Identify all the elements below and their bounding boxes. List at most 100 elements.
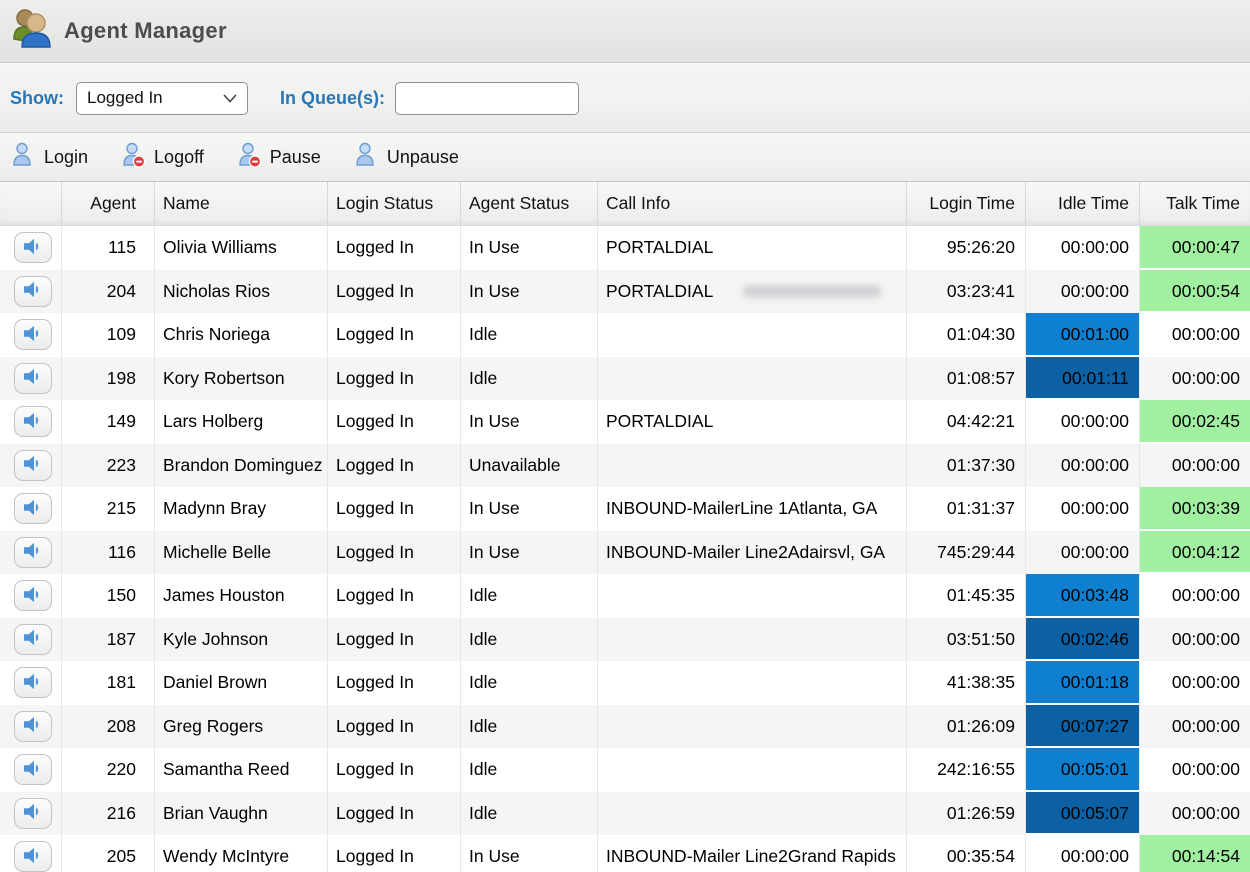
table-row[interactable]: 109 Chris Noriega Logged In Idle 01:04:30 00:… xyxy=(0,313,1250,357)
speaker-button[interactable] xyxy=(13,232,52,264)
talk-time-cell: 00:00:00 xyxy=(1140,748,1250,792)
unpause-button[interactable]: Unpause xyxy=(355,142,459,173)
idle-time-value: 00:00:00 xyxy=(1060,454,1129,475)
agent-status-cell: In Use xyxy=(461,530,598,574)
table-row[interactable]: 149 Lars Holberg Logged In In Use PORTALDIAL… xyxy=(0,400,1250,444)
table-row[interactable]: 150 James Houston Logged In Idle 01:45:35 00:… xyxy=(0,574,1250,618)
login-status-cell: Logged In xyxy=(328,530,461,574)
speaker-button[interactable] xyxy=(13,275,52,307)
talk-time-cell: 00:14:54 xyxy=(1140,835,1250,872)
person-minus-icon xyxy=(122,142,146,173)
column-header-agent[interactable]: Agent xyxy=(62,182,155,225)
agent-status-cell: Idle xyxy=(461,356,598,400)
name-cell: Chris Noriega xyxy=(155,313,328,357)
agent-value: 149 xyxy=(106,411,136,432)
table-row[interactable]: 116 Michelle Belle Logged In In Use INBOUND-… xyxy=(0,530,1250,574)
listen-cell xyxy=(0,356,62,400)
name-cell: Samantha Reed xyxy=(155,748,328,792)
column-header-agent_status[interactable]: Agent Status xyxy=(461,182,598,225)
talk-time-cell: 00:00:00 xyxy=(1140,705,1250,749)
idle-time-value: 00:01:00 xyxy=(1060,324,1129,345)
listen-cell xyxy=(0,226,62,270)
table-row[interactable]: 205 Wendy McIntyre Logged In In Use INBOUND-… xyxy=(0,835,1250,872)
speaker-button[interactable] xyxy=(13,754,52,786)
idle-time-value: 00:00:00 xyxy=(1060,411,1129,432)
speaker-button[interactable] xyxy=(13,493,52,525)
agent-status-cell: Idle xyxy=(461,313,598,357)
agent-value: 116 xyxy=(108,541,136,562)
agent-value: 208 xyxy=(106,715,136,736)
column-header-name[interactable]: Name xyxy=(155,182,328,225)
logoff-button[interactable]: Logoff xyxy=(122,142,204,173)
listen-cell xyxy=(0,313,62,357)
talk-time-value: 00:00:00 xyxy=(1171,672,1240,693)
name-value: James Houston xyxy=(163,585,285,606)
speaker-button[interactable] xyxy=(13,362,52,394)
speaker-button[interactable] xyxy=(13,710,52,742)
table-row[interactable]: 220 Samantha Reed Logged In Idle 242:16:55 00… xyxy=(0,748,1250,792)
speaker-button[interactable] xyxy=(13,406,52,438)
call-info-cell xyxy=(598,574,907,618)
login-time-cell: 01:45:35 xyxy=(907,574,1026,618)
listen-cell xyxy=(0,487,62,531)
login-status-cell: Logged In xyxy=(328,226,461,270)
agent-cell: 187 xyxy=(62,617,155,661)
speaker-button[interactable] xyxy=(13,319,52,351)
table-row[interactable]: 181 Daniel Brown Logged In Idle 41:38:35 00:0… xyxy=(0,661,1250,705)
show-label: Show: xyxy=(10,87,64,108)
login-time-cell: 01:37:30 xyxy=(907,443,1026,487)
call-info-cell: PORTALDIAL xyxy=(598,269,907,313)
idle-time-cell: 00:05:07 xyxy=(1026,791,1140,835)
agents-table: Agent Name Login Status Agent Status Call In… xyxy=(0,182,1250,872)
table-row[interactable]: 115 Olivia Williams Logged In In Use PORTALD… xyxy=(0,226,1250,270)
agent-status-value: Unavailable xyxy=(469,454,561,475)
speaker-button[interactable] xyxy=(13,841,52,872)
talk-time-value: 00:00:00 xyxy=(1171,628,1240,649)
table-row[interactable]: 187 Kyle Johnson Logged In Idle 03:51:50 00:0… xyxy=(0,617,1250,661)
table-row[interactable]: 223 Brandon Dominguez Logged In Unavailable… xyxy=(0,443,1250,487)
idle-time-value: 00:05:07 xyxy=(1060,802,1129,823)
agent-cell: 208 xyxy=(62,704,155,748)
show-select[interactable]: Logged In xyxy=(76,81,248,115)
login-button[interactable]: Login xyxy=(12,142,88,173)
table-row[interactable]: 216 Brian Vaughn Logged In Idle 01:26:59 00:0… xyxy=(0,791,1250,835)
speaker-button[interactable] xyxy=(13,536,52,568)
name-cell: Kory Robertson xyxy=(155,356,328,400)
column-header-call_info[interactable]: Call Info xyxy=(598,182,907,225)
agent-value: 204 xyxy=(106,280,136,301)
login-status-value: Logged In xyxy=(336,715,414,736)
idle-time-value: 00:07:27 xyxy=(1060,715,1129,736)
login-button-label: Login xyxy=(44,146,89,167)
agent-status-value: Idle xyxy=(469,759,498,780)
speaker-button[interactable] xyxy=(13,623,52,655)
table-row[interactable]: 198 Kory Robertson Logged In Idle 01:08:57 00… xyxy=(0,356,1250,400)
column-header-talk_time[interactable]: Talk Time xyxy=(1166,193,1240,213)
agent-status-value: In Use xyxy=(469,411,520,432)
agent-status-cell: Idle xyxy=(461,661,598,705)
unpause-button-label: Unpause xyxy=(386,146,459,167)
column-header-login_time[interactable]: Login Time xyxy=(907,182,1026,225)
queue-input[interactable] xyxy=(395,81,580,115)
login-time-cell: 01:04:30 xyxy=(907,313,1026,357)
login-time-value: 745:29:44 xyxy=(937,541,1015,562)
pause-button[interactable]: Pause xyxy=(238,142,321,173)
idle-time-cell: 00:03:48 xyxy=(1026,574,1140,618)
speaker-button[interactable] xyxy=(13,580,52,612)
table-row[interactable]: 204 Nicholas Rios Logged In In Use PORTALDIA… xyxy=(0,269,1250,313)
column-header-idle_time[interactable]: Idle Time xyxy=(1026,182,1140,225)
column-header-login_status[interactable]: Login Status xyxy=(328,182,461,225)
agent-cell: 198 xyxy=(62,356,155,400)
agent-cell: 109 xyxy=(62,313,155,357)
listen-cell xyxy=(0,791,62,835)
queue-label: In Queue(s): xyxy=(280,87,386,108)
table-row[interactable]: 215 Madynn Bray Logged In In Use INBOUND-Mai… xyxy=(0,487,1250,531)
idle-time-cell: 00:00:00 xyxy=(1026,487,1140,531)
speaker-button[interactable] xyxy=(13,449,52,481)
speaker-button[interactable] xyxy=(13,667,52,699)
talk-time-value: 00:04:12 xyxy=(1171,541,1240,562)
speaker-button[interactable] xyxy=(13,797,52,829)
column-header-speaker[interactable] xyxy=(0,182,62,225)
call-info-value: INBOUND-MailerLine 1Atlanta, GA xyxy=(606,498,878,519)
login-status-cell: Logged In xyxy=(328,313,461,357)
table-row[interactable]: 208 Greg Rogers Logged In Idle 01:26:09 00:07… xyxy=(0,704,1250,749)
